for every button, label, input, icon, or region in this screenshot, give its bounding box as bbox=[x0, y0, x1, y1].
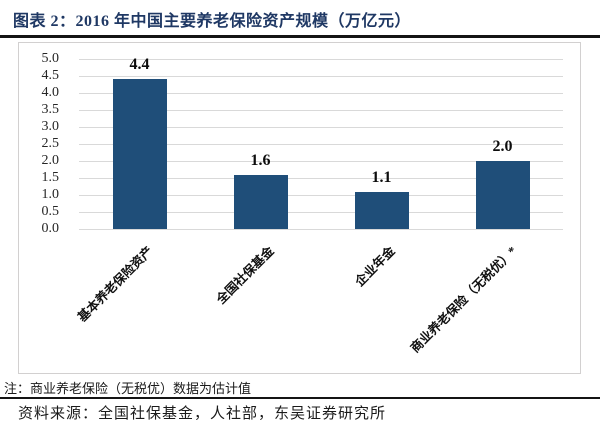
gridline bbox=[79, 161, 563, 162]
chart-note: 注：商业养老保险（无税优）数据为估计值 bbox=[4, 381, 252, 396]
gridline bbox=[79, 178, 563, 179]
x-axis-category-label: 全国社保基金 bbox=[214, 243, 278, 307]
x-axis-category-label: 企业年金 bbox=[352, 243, 399, 290]
y-axis-tick-label: 3.5 bbox=[41, 102, 60, 117]
bar-value-label: 4.4 bbox=[129, 56, 150, 74]
x-axis-category-label: 商业养老保险（无税优）* bbox=[407, 243, 520, 356]
bar bbox=[112, 79, 167, 229]
note-divider-line bbox=[0, 397, 600, 399]
gridline bbox=[79, 110, 563, 111]
y-axis-tick-label: 5.0 bbox=[41, 51, 60, 66]
y-axis-tick-label: 4.5 bbox=[41, 68, 60, 83]
bar bbox=[354, 191, 409, 229]
gridline bbox=[79, 76, 563, 77]
gridline bbox=[79, 59, 563, 60]
bar bbox=[233, 174, 288, 229]
y-axis-tick-label: 2.5 bbox=[41, 136, 60, 151]
bar bbox=[475, 161, 530, 229]
x-axis-category-label: 基本养老保险资产 bbox=[75, 243, 157, 325]
y-axis-tick-label: 2.0 bbox=[41, 153, 60, 168]
bar-value-label: 1.1 bbox=[371, 168, 392, 186]
y-axis-tick-label: 1.5 bbox=[41, 170, 60, 185]
gridline bbox=[79, 127, 563, 128]
data-source: 资料来源：全国社保基金，人社部，东吴证券研究所 bbox=[18, 406, 387, 422]
gridline bbox=[79, 195, 563, 196]
figure-title: 图表 2：2016 年中国主要养老保险资产规模（万亿元） bbox=[13, 13, 412, 30]
bar-value-label: 1.6 bbox=[250, 151, 271, 169]
gridline bbox=[79, 212, 563, 213]
y-axis-tick-label: 4.0 bbox=[41, 85, 60, 100]
bar-value-label: 2.0 bbox=[492, 138, 513, 155]
gridline bbox=[79, 229, 563, 230]
y-axis-tick-label: 1.0 bbox=[41, 187, 60, 202]
gridline bbox=[79, 93, 563, 94]
y-axis-tick-label: 3.0 bbox=[41, 119, 60, 134]
gridline bbox=[79, 144, 563, 145]
y-axis-tick-label: 0.5 bbox=[41, 204, 60, 219]
title-divider-line bbox=[0, 35, 600, 38]
y-axis-tick-label: 0.0 bbox=[41, 221, 60, 236]
bar-chart-area: 0.0 0.5 1.0 1.5 2.0 2.5 3.0 3.5 4.0 4.5 5.0 4.4 基本养老… bbox=[18, 42, 581, 374]
